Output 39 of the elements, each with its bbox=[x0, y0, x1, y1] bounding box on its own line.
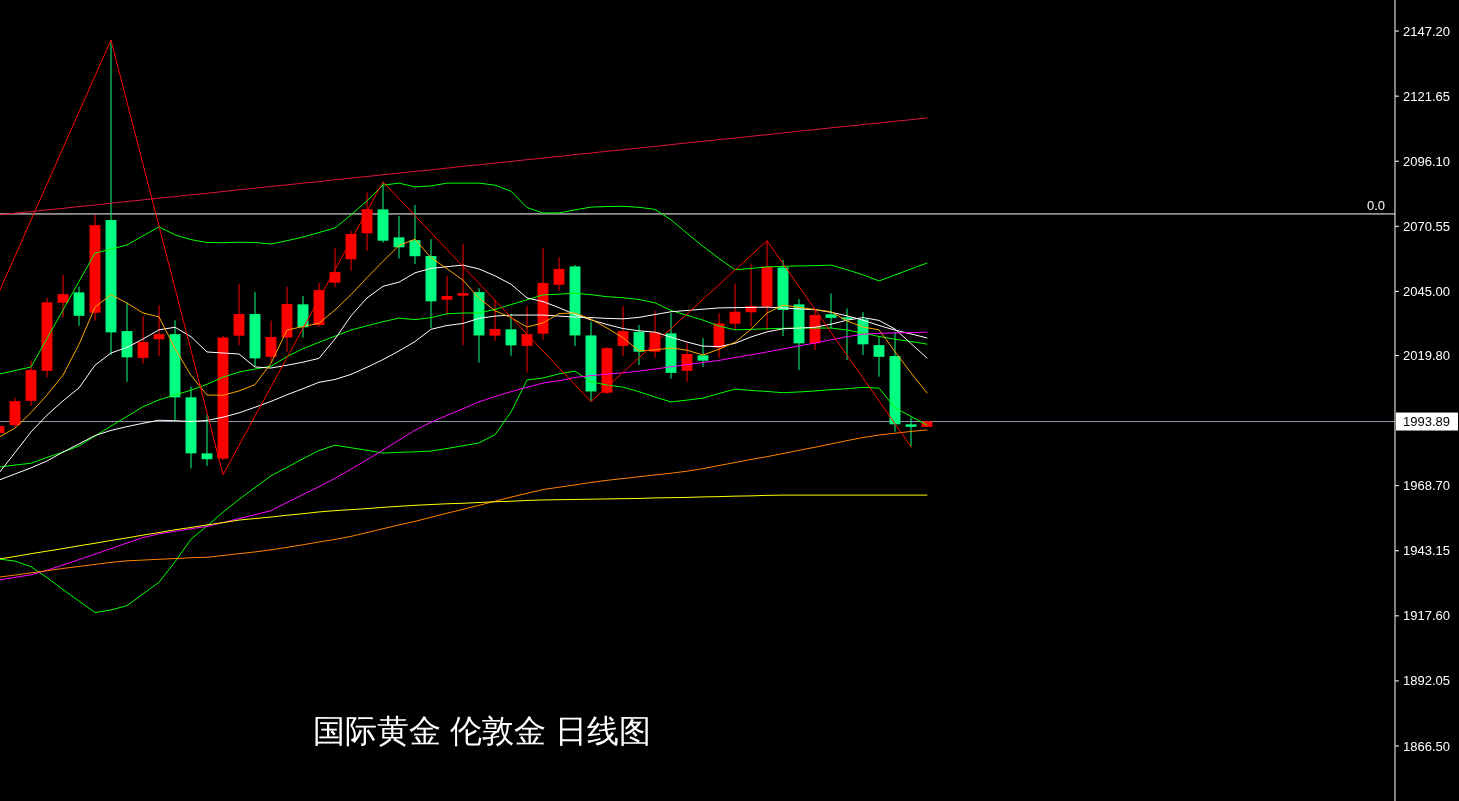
candlestick bbox=[505, 313, 517, 357]
candlestick bbox=[457, 243, 469, 346]
candlestick bbox=[233, 283, 245, 346]
candlestick bbox=[489, 299, 501, 342]
y-tick-label: 1943.15 bbox=[1403, 543, 1450, 559]
candlestick bbox=[825, 292, 837, 329]
line-series bbox=[0, 429, 928, 578]
candlestick bbox=[9, 397, 21, 428]
candlestick bbox=[553, 256, 565, 292]
line-series bbox=[0, 39, 912, 476]
candlestick bbox=[697, 337, 709, 368]
candlestick bbox=[905, 416, 917, 448]
text: 0.0 bbox=[1366, 197, 1385, 213]
line-series bbox=[0, 494, 928, 560]
candlestick bbox=[201, 414, 213, 467]
line-series bbox=[0, 238, 928, 438]
y-tick-label: 1866.50 bbox=[1403, 738, 1450, 754]
line-series bbox=[0, 182, 928, 375]
candlestick bbox=[137, 315, 149, 364]
line-series bbox=[0, 117, 928, 216]
y-tick-label: 1968.70 bbox=[1403, 478, 1450, 494]
y-tick-label: 2121.65 bbox=[1403, 88, 1450, 104]
text: 国际黄金 伦敦金 日线图 bbox=[313, 713, 651, 749]
y-tick-label: 2070.55 bbox=[1403, 218, 1450, 234]
candlestick bbox=[57, 274, 69, 318]
y-tick-label: 1892.05 bbox=[1403, 673, 1450, 689]
candlestick bbox=[873, 336, 885, 378]
y-tick-label: 2096.10 bbox=[1403, 153, 1450, 169]
y-tick-label: 2045.00 bbox=[1403, 283, 1450, 299]
line-series bbox=[0, 331, 928, 581]
y-tick-label: 2019.80 bbox=[1403, 348, 1450, 364]
candlestick bbox=[73, 286, 85, 327]
candlestick bbox=[441, 275, 453, 316]
candlestick bbox=[153, 304, 165, 357]
y-tick-label: 2147.20 bbox=[1403, 23, 1450, 39]
y-tick-label: 1917.60 bbox=[1403, 608, 1450, 624]
line-series bbox=[0, 370, 928, 614]
candlestick bbox=[729, 282, 741, 331]
ref-line-label: 1993.89 bbox=[1403, 414, 1450, 430]
